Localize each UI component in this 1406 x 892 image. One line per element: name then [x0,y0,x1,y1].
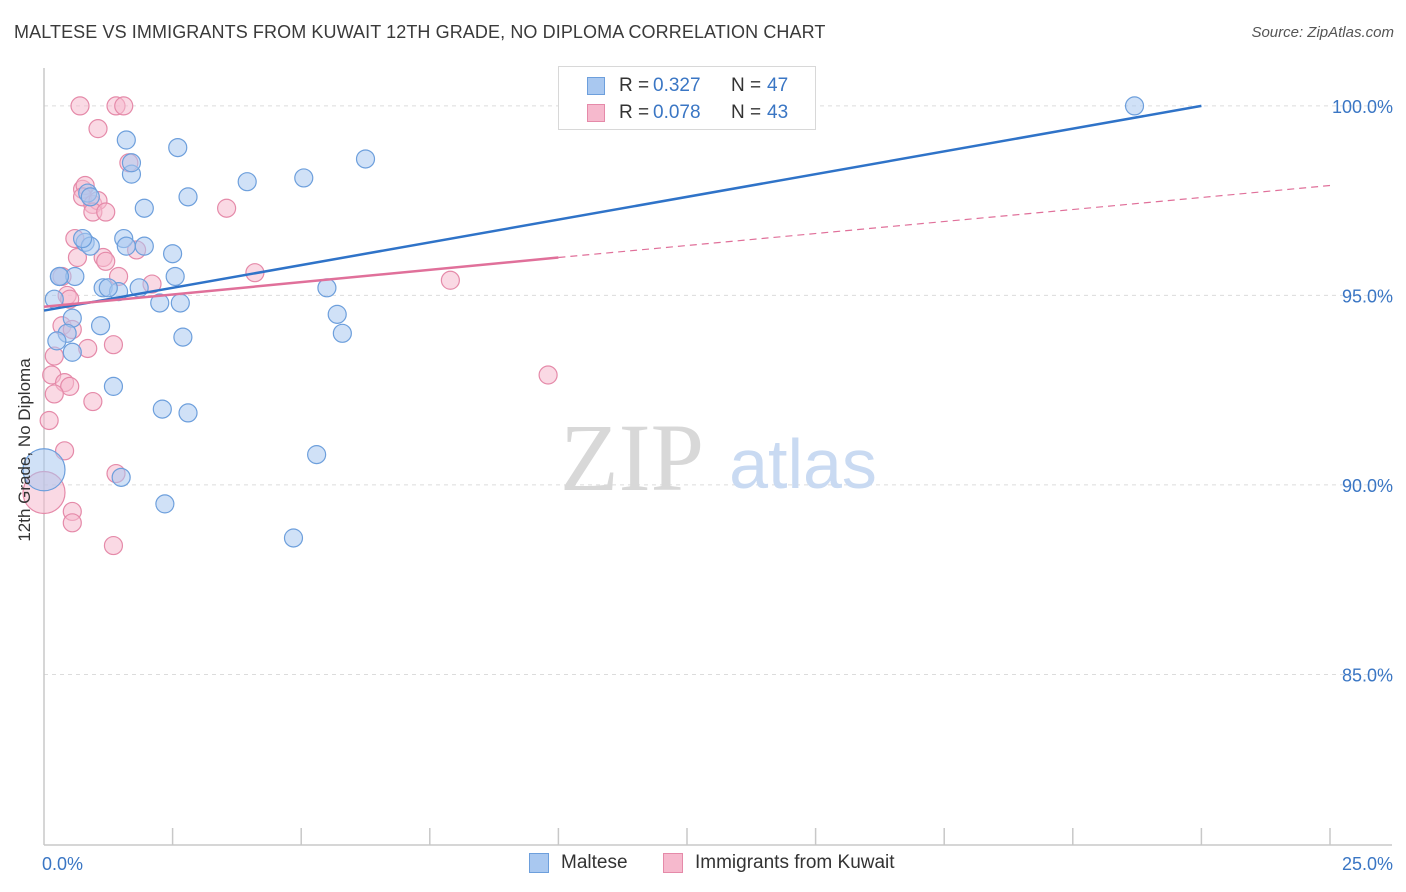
trend-lines [43,104,1331,312]
maltese-point [170,293,190,313]
maltese-point [307,445,327,465]
chart-title: MALTESE VS IMMIGRANTS FROM KUWAIT 12TH G… [14,22,826,42]
n-value: 47 [767,75,789,96]
source-credit: Source: ZipAtlas.com [1251,24,1394,41]
kuwait-point [54,441,75,461]
kuwait-point [70,96,90,116]
r-value: 0.327 [653,75,701,96]
series-maltese-points [22,96,1145,548]
kuwait-point [62,513,82,533]
maltese-point [327,304,347,324]
maltese-point [22,448,66,492]
maltese-point [178,403,198,423]
kuwait-swatch [587,104,605,122]
watermark-zip: ZIP [560,404,704,511]
maltese-point [116,236,136,256]
kuwait-point [96,251,116,271]
maltese-point [155,494,175,514]
maltese-point [1124,96,1145,116]
watermark-atlas: atlas [729,425,877,503]
maltese-point [103,376,124,396]
x-tick-label: 25.0% [1342,854,1393,874]
kuwait-point [88,119,108,139]
maltese-point [49,266,70,287]
kuwait-point [103,335,124,355]
maltese-trend-line [43,104,1202,312]
kuwait-point [39,410,59,431]
maltese-legend-swatch [529,853,549,873]
y-axis-label-wrap: 12th Grade, No Diploma [10,300,40,600]
maltese-point [150,293,170,313]
maltese-point [178,187,198,207]
maltese-point [134,236,154,256]
legend-label-kuwait: Immigrants from Kuwait [695,852,895,873]
r-label: R = [619,75,650,96]
maltese-point [116,130,136,150]
y-tick-label: 100.0% [1332,97,1393,117]
correlation-legend: R = 0.327 N = 47 R = 0.078 N = 43 [558,66,816,130]
maltese-point [134,198,154,218]
y-tick-label: 90.0% [1342,476,1393,496]
maltese-point [283,528,304,548]
kuwait-trend-extension [558,184,1331,259]
kuwait-point [96,202,116,222]
r-label: R = [619,102,650,123]
maltese-point [165,266,185,287]
maltese-point [90,316,111,336]
kuwait-point [60,376,80,396]
kuwait-point [67,247,88,268]
maltese-point [47,331,67,351]
watermark: ZIP atlas [560,404,877,511]
y-tick-label: 85.0% [1342,665,1393,685]
maltese-point [237,172,257,192]
n-value: 43 [767,102,789,123]
maltese-point [355,149,376,169]
maltese-point [332,323,352,343]
maltese-point [173,327,193,347]
y-tick-label: 95.0% [1342,286,1393,306]
r-value: 0.078 [653,102,701,123]
n-label: N = [731,75,762,96]
kuwait-legend-swatch [663,853,683,873]
maltese-point [98,278,118,298]
maltese-point [294,168,314,188]
y-axis-label: 12th Grade, No Diploma [15,358,34,542]
kuwait-point [44,384,64,404]
maltese-point [62,342,82,362]
maltese-point [80,187,100,207]
n-label: N = [731,102,762,123]
tick-labels: 100.0% 95.0% 90.0% 85.0% 0.0% 25.0% [42,97,1393,874]
kuwait-point [83,391,103,412]
maltese-point [72,228,93,249]
maltese-point [168,137,188,158]
maltese-point [163,244,183,264]
kuwait-point [103,535,124,556]
legend-label-maltese: Maltese [561,852,628,873]
maltese-point [121,153,142,173]
kuwait-trend-line [43,256,559,309]
kuwait-point [440,270,460,290]
maltese-point [111,467,131,487]
kuwait-point [114,96,134,116]
kuwait-point [217,198,237,218]
kuwait-point [538,365,558,385]
x-tick-label: 0.0% [42,854,83,874]
maltese-swatch [587,77,605,95]
maltese-point [152,399,172,419]
